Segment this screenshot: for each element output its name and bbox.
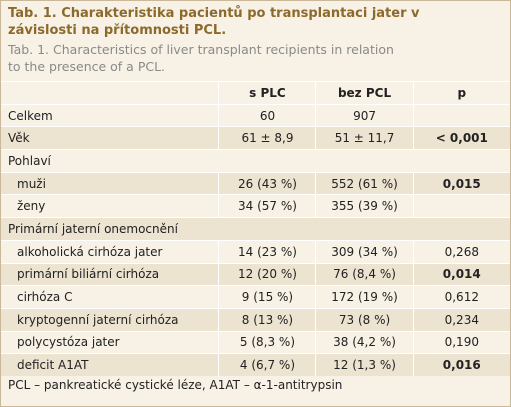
row-label: Věk (1, 126, 219, 150)
cell: 4 (6,7 %) (218, 353, 316, 376)
cell: 172 (19 %) (315, 285, 414, 309)
row-label: Pohlaví (1, 149, 510, 173)
row-label: ženy (1, 194, 219, 218)
header-cell: p (412, 81, 510, 105)
cell: 9 (15 %) (218, 285, 316, 309)
table: s PLC bez PCL p Celkem 60 907 Věk 61 ± 8,9 51 ± … (1, 81, 510, 376)
cell: 76 (8,4 %) (315, 262, 414, 286)
cell: 0,612 (412, 285, 510, 309)
row-label: cirhóza C (1, 285, 219, 309)
header-cell: bez PCL (315, 81, 414, 105)
data-row: alkoholická cirhóza jater 14 (23 %) 309 (3… (1, 239, 510, 263)
data-row: primární biliární cirhóza 12 (20 %) 76 (8,… (1, 262, 510, 286)
row-label: Primární jaterní onemocnění (1, 217, 510, 241)
cell (412, 194, 510, 218)
cell: 0,016 (412, 353, 510, 376)
data-row: Věk 61 ± 8,9 51 ± 11,7 < 0,001 (1, 126, 510, 150)
data-row: ženy 34 (57 %) 355 (39 %) (1, 194, 510, 218)
cell: 73 (8 %) (315, 307, 414, 332)
header-cell (1, 81, 219, 105)
section-row: Primární jaterní onemocnění (1, 217, 510, 241)
data-row: deficit A1AT 4 (6,7 %) 12 (1,3 %) 0,016 (1, 353, 510, 376)
section-row: Pohlaví (1, 149, 510, 173)
cell: 14 (23 %) (218, 239, 316, 263)
cell: 34 (57 %) (218, 194, 316, 218)
data-row: kryptogenní jaterní cirhóza 8 (13 %) 73 (8… (1, 307, 510, 332)
cell: 0,015 (412, 171, 510, 195)
subtitle: Tab. 1. Characteristics of liver transpl… (8, 42, 394, 74)
row-label: Celkem (1, 103, 219, 127)
cell: 0,014 (412, 262, 510, 286)
cell: 309 (34 %) (315, 239, 414, 263)
data-row: muži 26 (43 %) 552 (61 %) 0,015 (1, 171, 510, 195)
row-label: deficit A1AT (1, 353, 219, 376)
cell: 552 (61 %) (315, 171, 414, 195)
cell: 8 (13 %) (218, 307, 316, 332)
data-row: Celkem 60 907 (1, 103, 510, 127)
cell: 26 (43 %) (218, 171, 316, 195)
title: Tab. 1. Charakteristika pacientů po tran… (8, 6, 420, 38)
row-label: kryptogenní jaterní cirhóza (1, 307, 219, 332)
cell: 12 (1,3 %) (315, 353, 414, 376)
row-label: polycystóza jater (1, 330, 219, 354)
cell: 0,234 (412, 307, 510, 332)
cell: 51 ± 11,7 (315, 126, 414, 150)
row-label: alkoholická cirhóza jater (1, 239, 219, 263)
row-label: primární biliární cirhóza (1, 262, 219, 286)
footnote: PCL – pankreatické cystické léze, A1AT –… (8, 378, 343, 392)
header-row: s PLC bez PCL p (1, 81, 510, 105)
cell: 38 (4,2 %) (315, 330, 414, 354)
cell: 61 ± 8,9 (218, 126, 316, 150)
cell: 0,268 (412, 239, 510, 263)
cell: 907 (315, 103, 414, 127)
cell: 60 (218, 103, 316, 127)
data-row: polycystóza jater 5 (8,3 %) 38 (4,2 %) 0,19… (1, 330, 510, 354)
cell: < 0,001 (412, 126, 510, 150)
row-label: muži (1, 171, 219, 195)
cell: 0,190 (412, 330, 510, 354)
cell: 5 (8,3 %) (218, 330, 316, 354)
header-cell: s PLC (218, 81, 316, 105)
cell: 12 (20 %) (218, 262, 316, 286)
cell: 355 (39 %) (315, 194, 414, 218)
cell (412, 103, 510, 127)
